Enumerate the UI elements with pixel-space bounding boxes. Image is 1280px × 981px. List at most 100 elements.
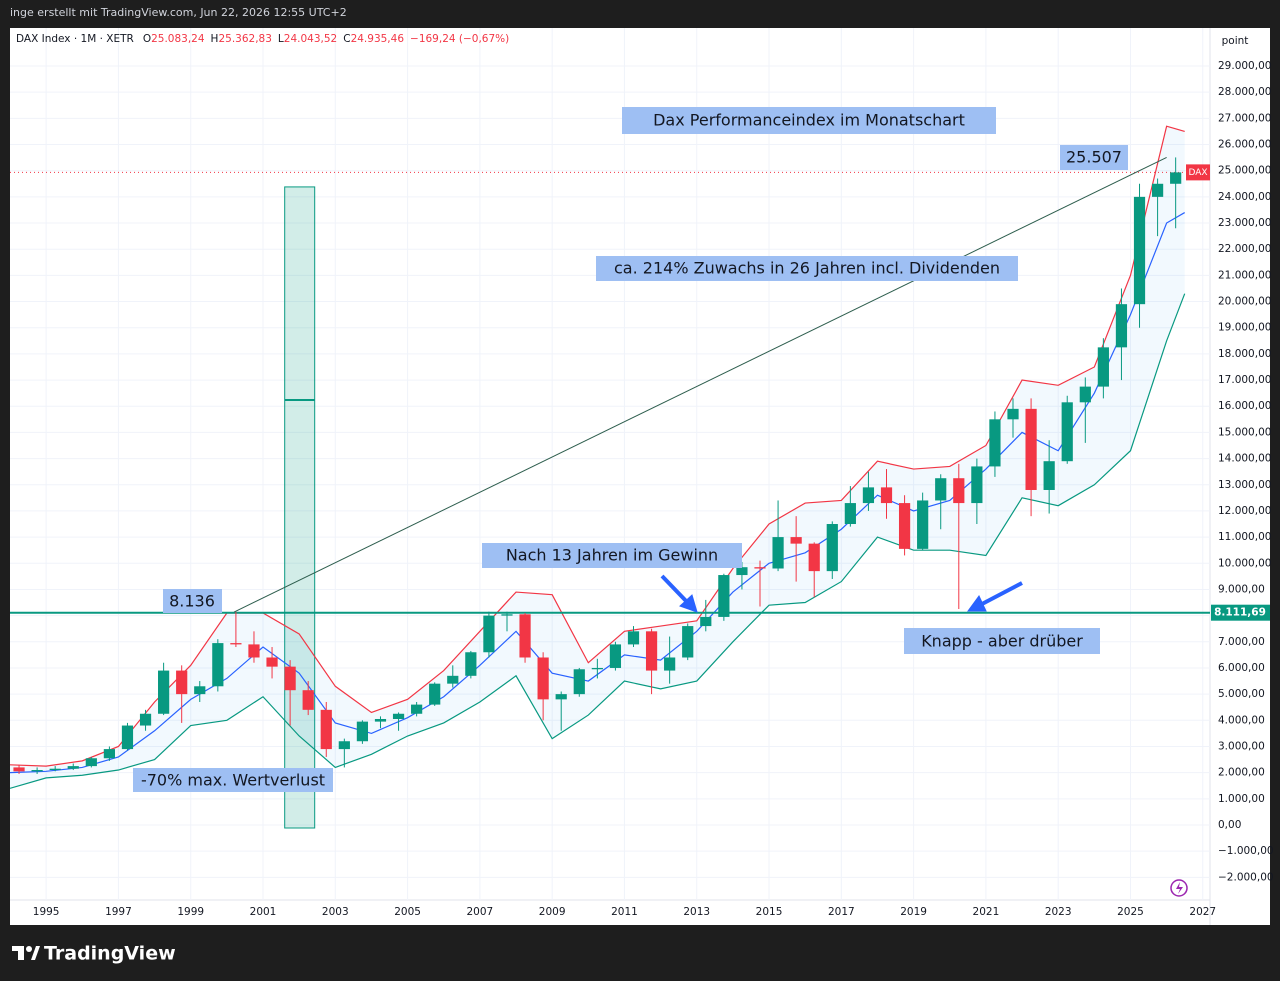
candle-body	[266, 657, 278, 667]
candle-body	[1170, 172, 1182, 184]
candle-body	[537, 657, 549, 700]
x-tick-label: 2011	[611, 906, 638, 918]
overlay: Dax Performanceindex im Monatschart 25.5…	[133, 107, 1188, 897]
y-tick-label: 19.000,00	[1218, 322, 1271, 334]
candle-body	[1133, 196, 1146, 305]
legend-title: DAX Index · 1M · XETR	[16, 33, 134, 45]
candle-body	[1025, 408, 1037, 490]
y-tick-label: 20.000,00	[1218, 296, 1271, 308]
candle-body	[392, 713, 405, 719]
y-tick-label: 29.000,00	[1218, 60, 1271, 72]
candle-body	[880, 487, 893, 504]
y-tick-label: 4.000,00	[1218, 714, 1265, 726]
x-tick-label: 2027	[1189, 906, 1216, 918]
candle-body	[212, 643, 224, 687]
candle-body	[429, 683, 441, 705]
x-tick-label: 2017	[828, 906, 855, 918]
x-tick-label: 2005	[394, 906, 421, 918]
candle-body	[1061, 402, 1073, 462]
y-tick-label: 28.000,00	[1218, 86, 1271, 98]
y-tick-label: 10.000,00	[1218, 557, 1271, 569]
x-tick-label: 2023	[1045, 906, 1072, 918]
x-tick-label: 2015	[756, 906, 783, 918]
annotation: -70% max. Wertverlust	[141, 771, 325, 790]
candle-body	[483, 615, 495, 653]
band-middle	[10, 212, 1186, 774]
x-tick-label: 2009	[539, 906, 566, 918]
y-tick-label: 12.000,00	[1218, 505, 1271, 517]
level-label: 8.111,69	[1214, 607, 1266, 619]
legend-label: O	[143, 33, 151, 45]
brand-logo	[12, 946, 40, 960]
candle-body	[519, 614, 531, 658]
price-label: DAX	[1188, 168, 1207, 178]
candle-body	[844, 503, 856, 525]
band-background	[10, 126, 1185, 789]
legend-change: −169,24 (−0,67%)	[410, 33, 509, 45]
y-tick-label: 25.000,00	[1218, 165, 1271, 177]
band-upper	[10, 125, 1185, 767]
y-tick-label: 17.000,00	[1218, 374, 1271, 386]
annotation: Dax Performanceindex im Monatschart	[653, 111, 965, 130]
candle-body	[790, 537, 802, 544]
candle-body	[121, 725, 134, 750]
candle-body	[67, 766, 79, 769]
candle-body	[555, 694, 567, 700]
annotation-box	[1060, 145, 1128, 170]
candle-body	[158, 670, 170, 714]
alert-icon[interactable]	[1170, 879, 1188, 897]
trend-line	[233, 156, 1167, 613]
candle-body	[230, 643, 242, 645]
y-tick-label: −1.000,00	[1218, 845, 1274, 857]
legend-value: 24.043,52	[284, 33, 337, 45]
annotation-box	[622, 107, 996, 134]
legend-label: L	[278, 33, 284, 45]
candle-body	[103, 749, 115, 759]
x-tick-label: 1995	[33, 906, 60, 918]
level-badge	[1211, 604, 1270, 621]
y-tick-label: 26.000,00	[1218, 139, 1271, 151]
y-tick-label: 27.000,00	[1218, 112, 1271, 124]
plot-area	[10, 125, 1210, 829]
y-tick-label: 15.000,00	[1218, 426, 1271, 438]
y-tick-label: 22.000,00	[1218, 243, 1271, 255]
candle-body	[320, 709, 332, 750]
candle-body	[1151, 183, 1164, 197]
candle-body	[447, 675, 459, 684]
axis-unit[interactable]: point	[1222, 35, 1249, 47]
candle-body	[194, 686, 206, 695]
legend-label: H	[211, 33, 219, 45]
y-tick-label: 2.000,00	[1218, 767, 1265, 779]
candle-body	[609, 644, 622, 668]
annotation: ca. 214% Zuwachs in 26 Jahren incl. Divi…	[614, 259, 1000, 278]
candle-body	[248, 644, 260, 658]
candle-body	[935, 478, 947, 501]
candle-body	[862, 487, 875, 504]
candle-body	[356, 721, 369, 742]
y-tick-label: 18.000,00	[1218, 348, 1271, 360]
candle-body	[1079, 386, 1091, 403]
annotation-box	[163, 589, 222, 613]
y-tick-label: 7.000,00	[1218, 636, 1265, 648]
annotation: 25.507	[1066, 148, 1122, 167]
y-tick-label: 16.000,00	[1218, 400, 1271, 412]
arrow	[660, 574, 698, 613]
candle-body	[989, 419, 1001, 467]
y-tick-label: 5.000,00	[1218, 688, 1265, 700]
annotation: Knapp - aber drüber	[921, 632, 1083, 651]
y-tick-label: 11.000,00	[1218, 531, 1271, 543]
candle-body	[176, 670, 188, 695]
annotation: 8.136	[169, 592, 215, 611]
candle-body	[1097, 347, 1109, 387]
candle-body	[85, 758, 97, 767]
candle-body	[1043, 461, 1055, 490]
y-tick-label: 3.000,00	[1218, 740, 1265, 752]
y-tick-label: 24.000,00	[1218, 191, 1271, 203]
candle-body	[682, 626, 694, 658]
x-tick-label: 2019	[900, 906, 927, 918]
candle-body	[1115, 304, 1128, 348]
candle-body	[718, 575, 730, 617]
y-tick-label: 14.000,00	[1218, 453, 1271, 465]
arrow	[967, 581, 1023, 612]
